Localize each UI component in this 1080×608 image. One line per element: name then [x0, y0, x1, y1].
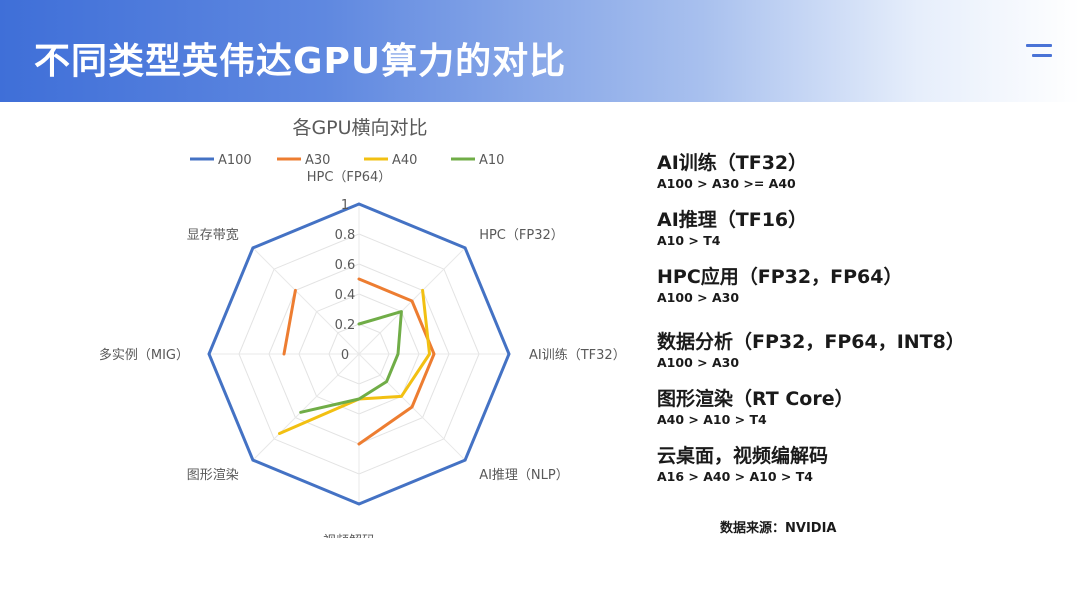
summary-item: 图形渲染（RT Core） A40 > A10 > T4 — [657, 386, 1057, 443]
summary-panel: AI训练（TF32） A100 > A30 >= A40 AI推理（TF16） … — [657, 150, 1057, 500]
radial-tick-label: 0.8 — [335, 228, 356, 243]
legend-label: A30 — [305, 153, 330, 168]
category-label: AI训练（TF32） — [529, 348, 620, 363]
category-label: AI推理（NLP） — [479, 468, 569, 483]
category-label: 图形渲染 — [187, 468, 239, 483]
series-line-a30 — [357, 277, 436, 446]
chart-legend: A100 A30 A40 A10 — [190, 153, 504, 168]
radar-series — [207, 202, 511, 506]
category-label: 显存带宽 — [187, 227, 239, 243]
grid-spoke — [252, 247, 360, 355]
summary-item: 数据分析（FP32，FP64，INT8） A100 > A30 — [657, 329, 1057, 386]
series-line-a10 — [299, 310, 403, 414]
summary-detail: A100 > A30 — [657, 290, 740, 305]
series-line-a40 — [278, 288, 431, 435]
summary-title: 图形渲染（RT Core） — [657, 388, 854, 410]
radar-chart: 各GPU横向对比 A100 A30 A40 A10 0 0.2 0.4 0.6 0.8 1 HPC… — [100, 117, 620, 538]
series-line-a100 — [207, 202, 511, 506]
data-source-note: 数据来源：NVIDIA — [720, 521, 837, 536]
summary-title: HPC应用（FP32，FP64） — [657, 266, 903, 288]
summary-item: AI训练（TF32） A100 > A30 >= A40 — [657, 150, 1057, 207]
series-line-a30 — [282, 288, 297, 356]
title-banner: 不同类型英伟达GPU算力的对比 — [0, 0, 1080, 102]
category-label: 视频解码 — [323, 534, 375, 538]
legend-label: A10 — [479, 153, 504, 168]
summary-detail: A16 > A40 > A10 > T4 — [657, 469, 813, 484]
radar-axis-labels: 0 0.2 0.4 0.6 0.8 1 HPC（FP64） HPC（FP32） AI训练（TF3… — [100, 170, 620, 538]
summary-detail: A100 > A30 — [657, 355, 740, 370]
category-label: HPC（FP64） — [307, 170, 392, 185]
summary-item: AI推理（TF16） A10 > T4 — [657, 207, 1057, 264]
radial-tick-label: 1 — [341, 198, 349, 213]
radial-tick-label: 0.6 — [335, 258, 356, 273]
summary-title: 云桌面，视频编解码 — [657, 445, 829, 467]
grid-spoke — [252, 353, 360, 461]
summary-title: AI训练（TF32） — [657, 152, 808, 174]
radial-tick-label: 0.2 — [335, 318, 356, 333]
summary-item: HPC应用（FP32，FP64） A100 > A30 — [657, 264, 1057, 329]
page-title: 不同类型英伟达GPU算力的对比 — [34, 41, 567, 82]
summary-detail: A10 > T4 — [657, 233, 721, 248]
summary-item: 云桌面，视频编解码 A16 > A40 > A10 > T4 — [657, 443, 1057, 500]
category-label: HPC（FP32） — [479, 228, 564, 243]
radial-tick-label: 0.4 — [335, 288, 356, 303]
legend-label: A40 — [392, 153, 417, 168]
radial-tick-label: 0 — [341, 348, 349, 363]
summary-detail: A40 > A10 > T4 — [657, 412, 767, 427]
chart-title: 各GPU横向对比 — [292, 117, 427, 139]
legend-label: A100 — [218, 153, 252, 168]
menu-lines-icon[interactable] — [1026, 44, 1054, 60]
summary-detail: A100 > A30 >= A40 — [657, 176, 796, 191]
summary-title: 数据分析（FP32，FP64，INT8） — [657, 331, 965, 353]
summary-title: AI推理（TF16） — [657, 209, 808, 231]
category-label: 多实例（MIG） — [100, 347, 189, 363]
